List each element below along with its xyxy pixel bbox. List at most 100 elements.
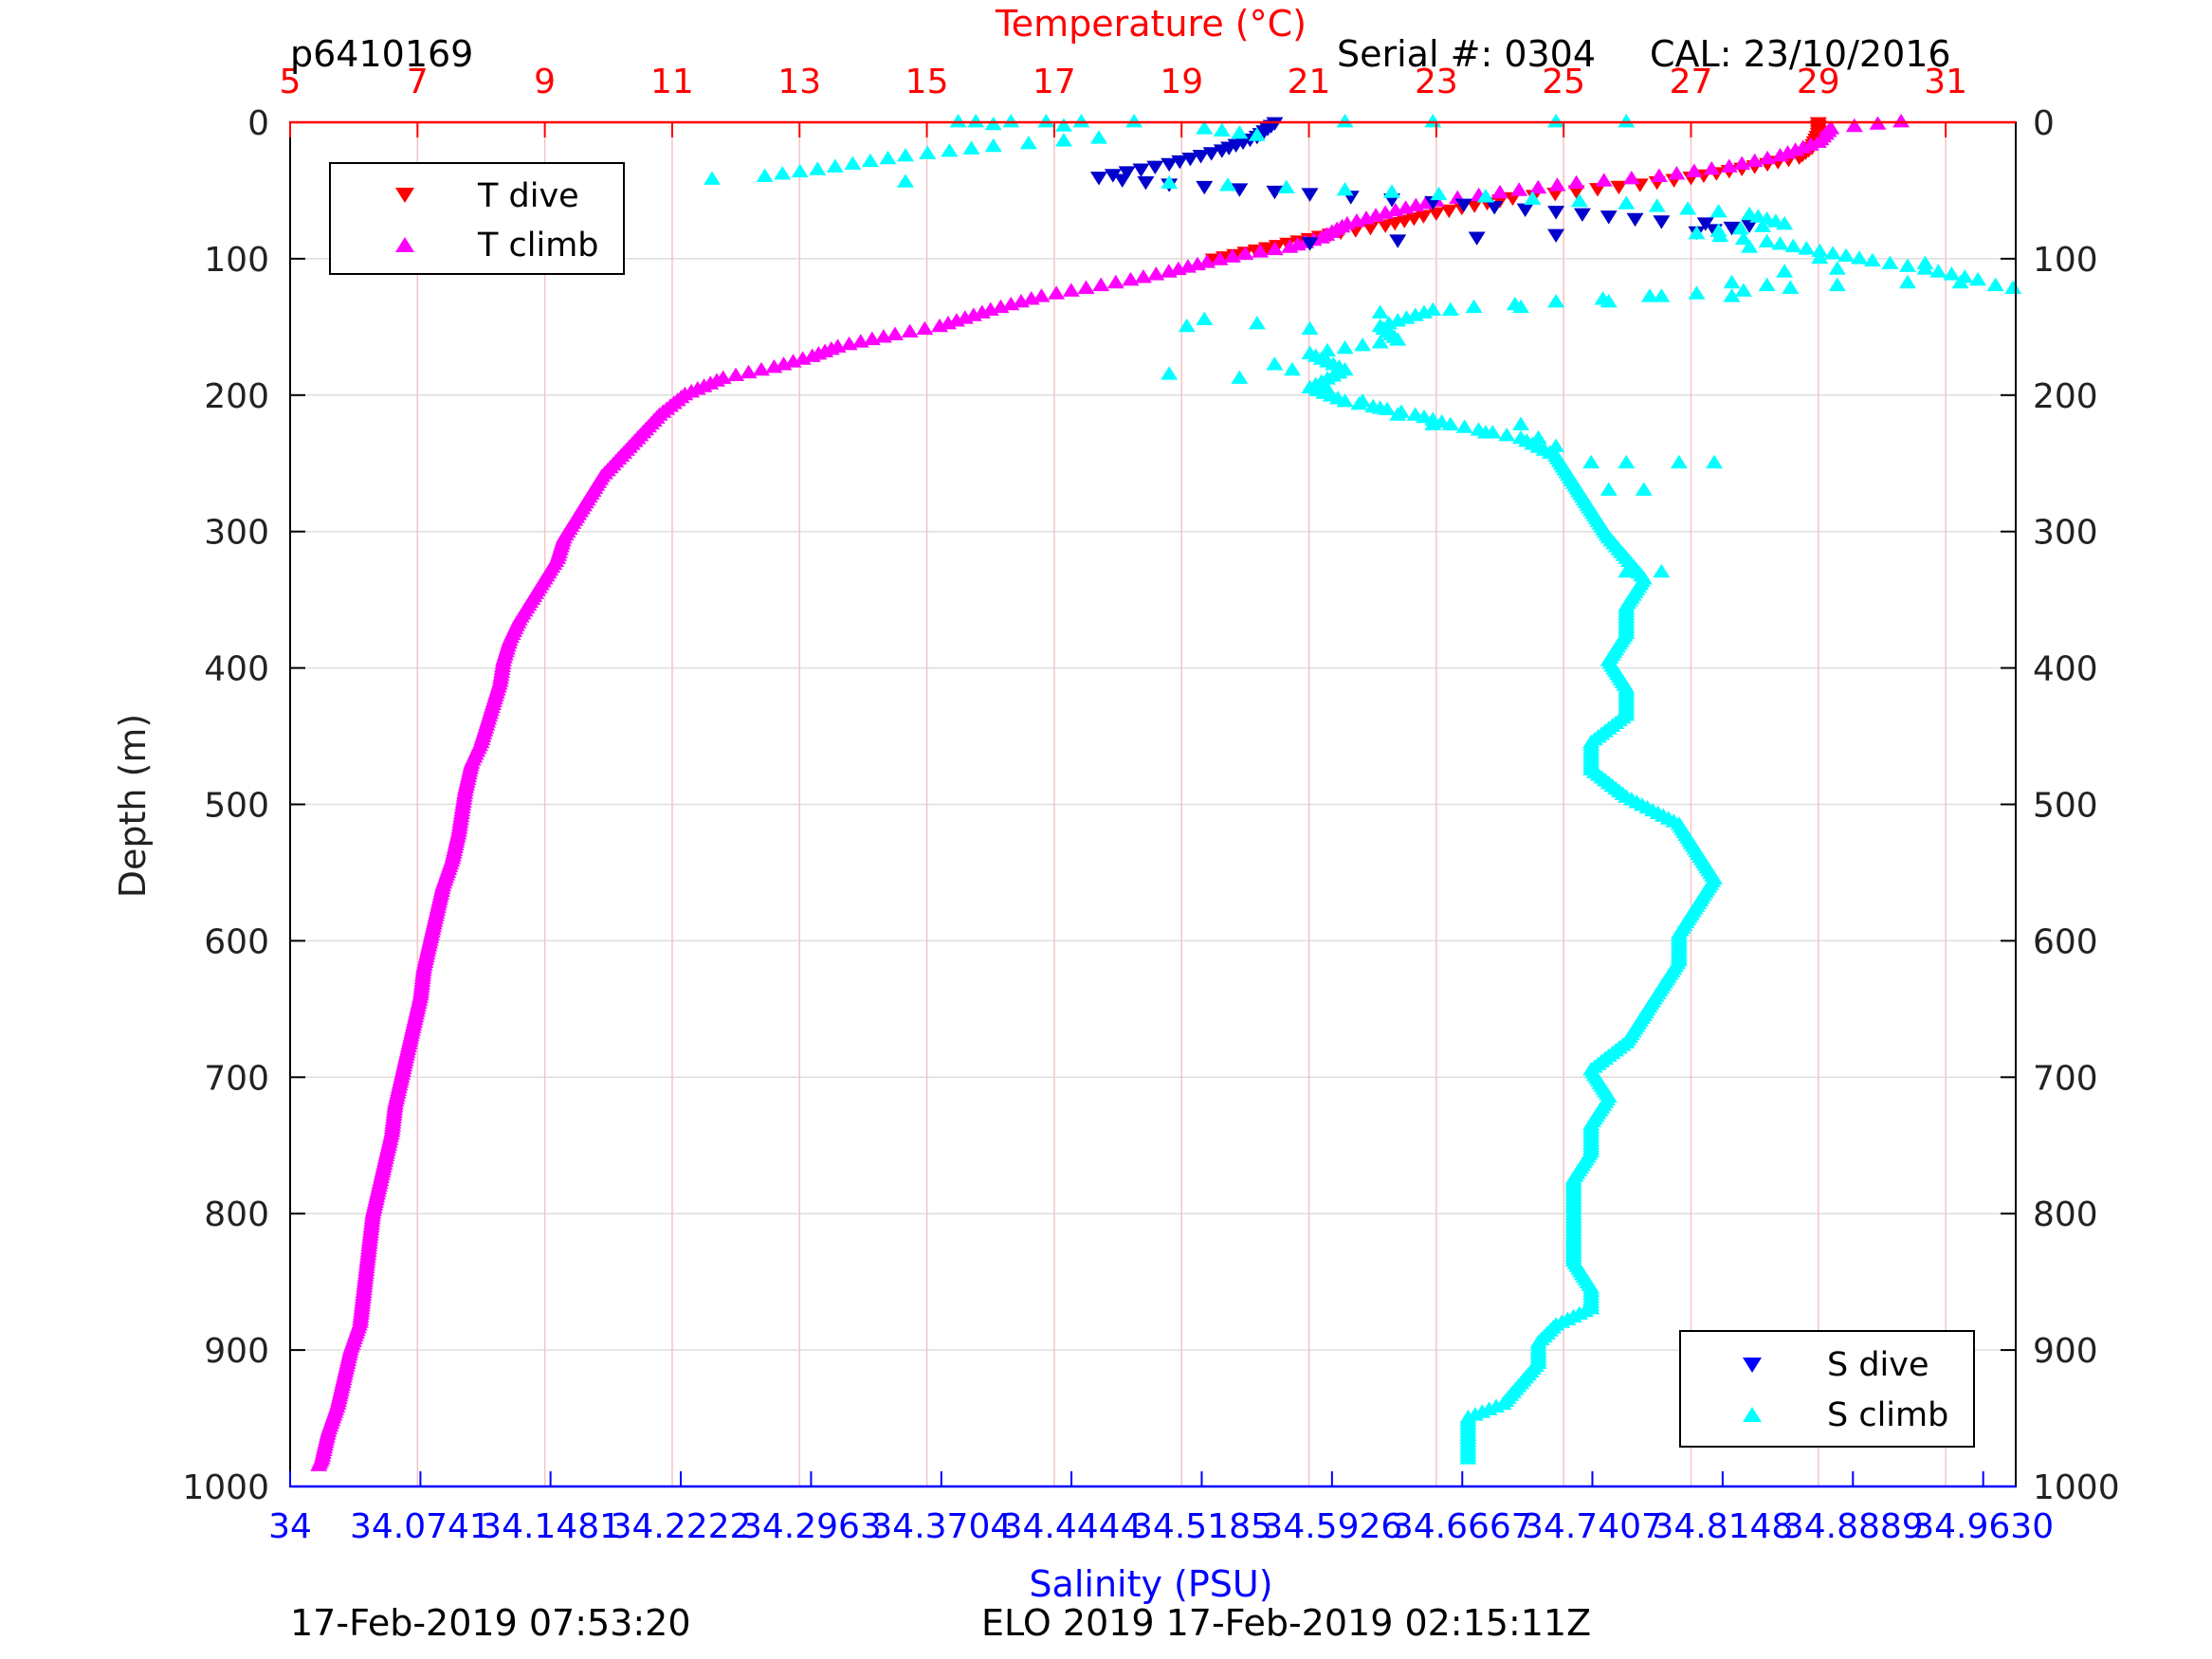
t-climb-point — [1720, 158, 1738, 173]
t-climb-point — [916, 320, 934, 336]
s-climb-point — [1336, 339, 1354, 355]
s-dive-point — [1301, 188, 1319, 202]
depth-tick-label-left: 200 — [204, 377, 269, 416]
s-climb-legend-label: S climb — [1827, 1396, 1948, 1434]
s-dive-point — [1196, 180, 1214, 195]
depth-tick-label-left: 100 — [204, 241, 269, 280]
s-climb-point — [897, 173, 915, 188]
s-climb-scatter-point — [1178, 318, 1196, 333]
depth-tick-label-left: 500 — [204, 787, 269, 826]
s-dive-point — [1468, 231, 1486, 246]
s-climb-scatter-point — [2004, 280, 2022, 294]
s-climb-point — [984, 137, 1002, 153]
s-climb-point — [1054, 118, 1072, 132]
depth-axis-title: Depth (m) — [112, 714, 154, 899]
s-climb-point — [791, 163, 809, 178]
t-dive-legend-label: T dive — [477, 177, 579, 215]
s-climb-scatter-point — [1653, 563, 1671, 578]
salinity-tick-label: 34.1481 — [480, 1507, 621, 1546]
t-climb-point — [803, 348, 821, 362]
calibration-date-label: CAL: 23/10/2016 — [1650, 33, 1951, 75]
s-climb-point — [861, 153, 879, 168]
s-climb-point — [1524, 191, 1542, 205]
t-climb-point — [1106, 274, 1124, 289]
t-climb-point — [310, 1457, 328, 1471]
t-climb-point — [1012, 293, 1030, 308]
salinity-legend-box — [1679, 1330, 1975, 1448]
s-climb-scatter-point — [1354, 392, 1372, 408]
s-climb-point — [1054, 133, 1072, 147]
s-dive-point — [1653, 215, 1671, 229]
t-climb-point — [1134, 269, 1152, 283]
s-climb-point — [1771, 236, 1789, 250]
t-climb-point — [874, 329, 892, 343]
s-dive-point — [1696, 217, 1714, 231]
temperature-tick-label: 13 — [777, 63, 821, 101]
s-climb-scatter-point — [1705, 454, 1723, 469]
s-climb-point — [1213, 122, 1231, 137]
data-series — [310, 114, 2022, 1471]
s-climb-point — [1319, 342, 1337, 357]
s-climb-scatter-point — [1125, 114, 1143, 128]
t-climb-point — [1252, 244, 1270, 258]
s-climb-point — [1455, 419, 1473, 433]
t-climb-point — [1491, 184, 1509, 199]
s-climb-scatter-point — [1776, 264, 1794, 278]
s-climb-point — [1837, 247, 1856, 263]
s-climb-point — [1898, 258, 1916, 272]
salinity-tick-label: 34.2222 — [611, 1507, 752, 1546]
t-climb-point — [887, 326, 905, 340]
t-climb-point — [1160, 264, 1178, 278]
series-s-climb-scatter — [949, 114, 2022, 578]
t-climb-point — [1703, 161, 1721, 175]
s-climb-scatter-point — [1600, 293, 1618, 308]
t-climb-point — [1266, 241, 1284, 256]
t-dive-point — [1440, 204, 1458, 219]
s-climb-point — [1898, 274, 1916, 289]
s-climb-point — [1850, 250, 1868, 264]
s-climb-point — [1711, 228, 1729, 243]
t-climb-point — [1397, 200, 1415, 214]
s-climb-point — [1734, 230, 1752, 246]
t-climb-point — [1281, 239, 1299, 253]
depth-tick-label-right: 500 — [2033, 787, 2098, 826]
t-climb-point — [1567, 174, 1585, 190]
t-climb-point — [1169, 261, 1187, 276]
depth-tick-label-left: 900 — [204, 1332, 269, 1371]
s-climb-scatter-point — [1547, 438, 1565, 452]
s-climb-point — [1734, 283, 1752, 297]
s-climb-point — [1782, 280, 1800, 294]
s-climb-scatter-point — [1600, 482, 1618, 496]
t-climb-point — [1377, 205, 1395, 219]
s-climb-point — [1218, 177, 1236, 191]
s-climb-scatter-point — [1916, 255, 1934, 270]
s-climb-point — [1383, 184, 1401, 198]
temperature-tick-label: 15 — [905, 63, 949, 101]
t-climb-point — [1386, 202, 1404, 217]
s-climb-scatter-point — [1371, 304, 1389, 319]
depth-tick-label-right: 300 — [2033, 514, 2098, 553]
s-dive-point — [1486, 201, 1504, 215]
t-climb-point — [752, 361, 770, 376]
salinity-legend: S dive S climb — [1679, 1330, 1975, 1448]
temperature-tick-label: 25 — [1542, 63, 1585, 101]
depth-tick-label-right: 600 — [2033, 922, 2098, 961]
s-climb-scatter-point — [1811, 249, 1829, 264]
footer-mission-info: ELO 2019 17-Feb-2019 02:15:11Z — [981, 1602, 1591, 1644]
s-climb-point — [844, 155, 862, 171]
salinity-tick-label: 34.8889 — [1782, 1507, 1924, 1546]
s-climb-point — [704, 171, 722, 185]
s-climb-scatter-point — [1582, 454, 1600, 469]
s-dive-point — [1161, 157, 1179, 173]
s-climb-scatter-point — [1741, 239, 1759, 253]
temperature-tick-label: 17 — [1033, 63, 1076, 101]
salinity-axis-title: Salinity (PSU) — [1029, 1563, 1272, 1605]
s-climb-scatter-point — [1547, 114, 1565, 128]
s-climb-scatter-point — [1072, 114, 1090, 128]
s-climb-point — [1336, 181, 1354, 196]
s-climb-point — [1709, 203, 1728, 218]
salinity-tick-label: 34.9630 — [1912, 1507, 2054, 1546]
depth-tick-label-right: 0 — [2033, 104, 2055, 143]
s-climb-scatter-point — [1389, 407, 1407, 421]
s-dive-point — [1301, 237, 1319, 251]
